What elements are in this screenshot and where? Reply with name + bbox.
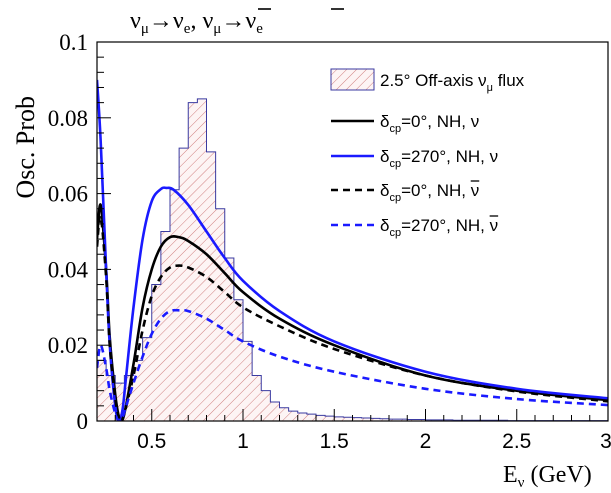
- y-axis-label: Osc. Prob: [11, 96, 40, 199]
- axis-ticks: [96, 41, 609, 422]
- x-axis-label-sub: ν: [518, 475, 525, 491]
- flux-histogram: [97, 98, 608, 421]
- svg-text:Eν (GeV): Eν (GeV): [503, 462, 592, 491]
- legend-label-series-dcp270-nh-nu: δcp=270°, NH, ν: [380, 147, 498, 170]
- x-axis-label-main: E: [503, 462, 518, 488]
- legend-label-series-dcp270-nh-nubar: δcp=270°, NH, ν: [380, 216, 498, 239]
- series-dcp0-nh-nubar-line: [97, 214, 608, 421]
- x-tick-label: 2.5: [502, 430, 531, 453]
- x-tick-label: 0.5: [137, 430, 166, 453]
- x-tick-label: 1.5: [320, 430, 349, 453]
- y-tick-labels: 0 0.02 0.04 0.06 0.08 0.1: [48, 30, 89, 434]
- y-tick-label: 0.08: [48, 106, 88, 131]
- title-nubar-3: ν: [202, 8, 213, 34]
- series-dcp270-nh-nubar-line: [97, 308, 608, 421]
- title-nu-2: ν: [173, 8, 184, 34]
- y-tick-label: 0.06: [48, 182, 88, 207]
- legend-label-series-dcp0-nh-nubar: δcp=0°, NH, ν: [380, 181, 479, 204]
- legend-label-flux: 2.5° Off-axis νμ flux: [380, 71, 525, 94]
- title-nubar-4: ν: [245, 8, 256, 34]
- title-nu-1: ν: [130, 8, 141, 34]
- x-axis-label-unit: (GeV): [530, 462, 591, 488]
- title-e-sub-2: e: [256, 21, 263, 37]
- svg-text:νμ→νe, νμ→νe: νμ→νe, νμ→νe: [130, 8, 263, 37]
- y-tick-label: 0.04: [48, 257, 89, 282]
- y-tick-label: 0.02: [48, 333, 88, 358]
- legend-swatch-flux: [330, 68, 375, 91]
- title-arrow-2: →: [221, 8, 245, 34]
- title-mu-sub-1: μ: [141, 21, 149, 37]
- title-mu-sub-2: μ: [213, 21, 221, 37]
- x-tick-label: 1: [237, 430, 249, 453]
- title-e-sub-1: e: [184, 21, 191, 37]
- x-tick-label: 3: [600, 430, 611, 453]
- y-tick-label: 0.1: [59, 30, 88, 55]
- legend-label-series-dcp0-nh-nu: δcp=0°, NH, ν: [380, 112, 479, 135]
- title-comma: ,: [190, 8, 196, 34]
- plot-area: [97, 79, 608, 421]
- y-tick-label: 0: [77, 409, 89, 434]
- x-tick-label: 2: [420, 430, 432, 453]
- title-arrow-1: →: [149, 8, 173, 34]
- legend: 2.5° Off-axis νμ flux δcp=0°, NH, ν δcp=2…: [330, 68, 525, 239]
- x-axis-label: Eν (GeV): [503, 462, 592, 491]
- chart-title: νμ→νe, νμ→νe: [130, 8, 344, 37]
- x-tick-labels: 0.5 1 1.5 2 2.5 3: [137, 430, 611, 453]
